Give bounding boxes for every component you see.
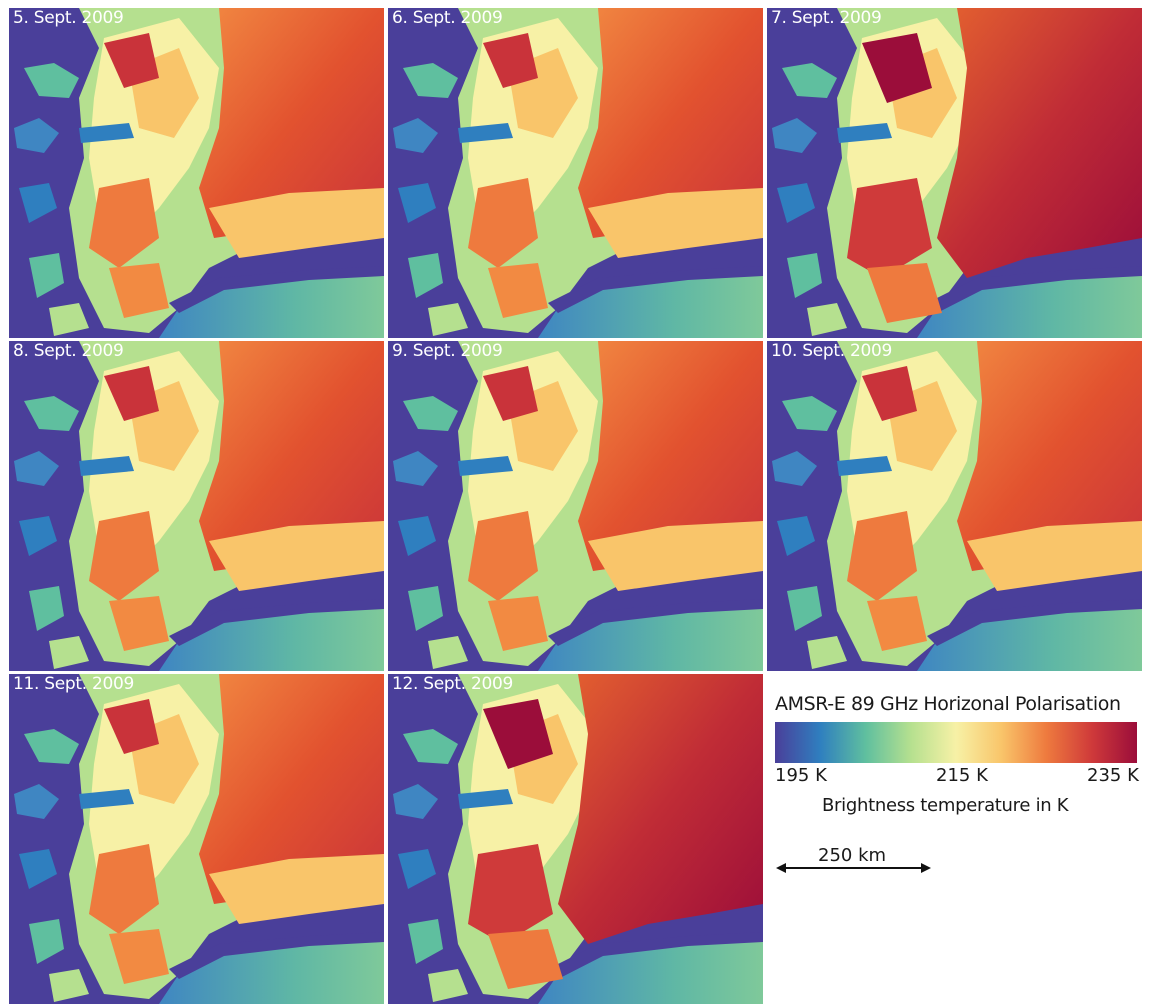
colorbar-label: Brightness temperature in K bbox=[822, 795, 1069, 816]
map-panel-sept-9: 9. Sept. 2009 bbox=[388, 341, 763, 671]
brightness-map bbox=[388, 8, 763, 338]
panel-date-label: 7. Sept. 2009 bbox=[771, 8, 882, 28]
colorbar bbox=[775, 722, 1137, 763]
map-panel-sept-8: 8. Sept. 2009 bbox=[9, 341, 384, 671]
map-panel-sept-11: 11. Sept. 2009 bbox=[9, 674, 384, 1004]
map-panel-sept-12: 12. Sept. 2009 bbox=[388, 674, 763, 1004]
map-panel-sept-7: 7. Sept. 2009 bbox=[767, 8, 1142, 338]
brightness-map bbox=[767, 8, 1142, 338]
legend-title: AMSR-E 89 GHz Horizonal Polarisation bbox=[775, 693, 1121, 715]
brightness-map bbox=[388, 341, 763, 671]
panel-date-label: 6. Sept. 2009 bbox=[392, 8, 503, 28]
panel-date-label: 11. Sept. 2009 bbox=[13, 674, 135, 694]
panel-date-label: 9. Sept. 2009 bbox=[392, 341, 503, 361]
panel-date-label: 10. Sept. 2009 bbox=[771, 341, 893, 361]
brightness-map bbox=[9, 674, 384, 1004]
map-panel-sept-6: 6. Sept. 2009 bbox=[388, 8, 763, 338]
panel-date-label: 12. Sept. 2009 bbox=[392, 674, 514, 694]
brightness-map bbox=[767, 341, 1142, 671]
map-panel-sept-5: 5. Sept. 2009 bbox=[9, 8, 384, 338]
scale-bar-arrow-icon bbox=[776, 863, 931, 873]
panel-date-label: 8. Sept. 2009 bbox=[13, 341, 124, 361]
colorbar-tick-mid: 215 K bbox=[936, 765, 988, 786]
panel-date-label: 5. Sept. 2009 bbox=[13, 8, 124, 28]
brightness-map bbox=[9, 341, 384, 671]
colorbar-tick-min: 195 K bbox=[775, 765, 827, 786]
map-panel-sept-10: 10. Sept. 2009 bbox=[767, 341, 1142, 671]
brightness-map bbox=[388, 674, 763, 1004]
brightness-map bbox=[9, 8, 384, 338]
colorbar-tick-max: 235 K bbox=[1087, 765, 1139, 786]
scale-bar-label: 250 km bbox=[818, 845, 887, 866]
